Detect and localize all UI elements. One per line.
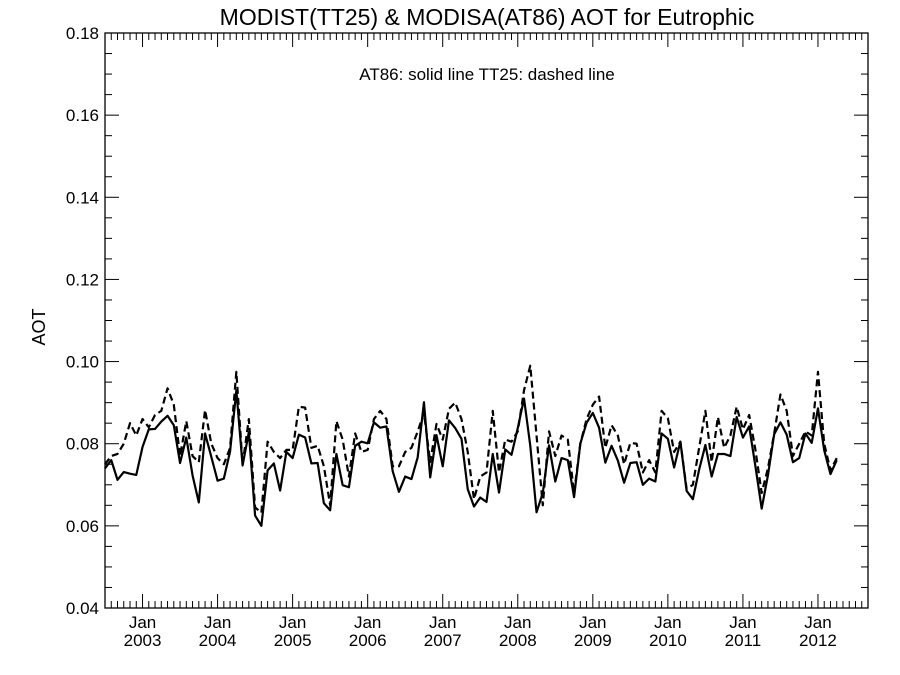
- x-tick-label-year: 2012: [799, 631, 837, 650]
- x-tick-label-month: Jan: [129, 613, 156, 632]
- x-tick-label-year: 2003: [124, 631, 162, 650]
- x-tick-label-month: Jan: [729, 613, 756, 632]
- y-tick-label: 0.12: [66, 270, 99, 289]
- x-tick-label-year: 2006: [349, 631, 387, 650]
- y-axis-label: AOT: [29, 308, 49, 345]
- y-tick-label: 0.06: [66, 517, 99, 536]
- x-axis-ticks: Jan2003Jan2004Jan2005Jan2006Jan2007Jan20…: [104, 33, 869, 650]
- x-tick-label-month: Jan: [804, 613, 831, 632]
- x-tick-label-year: 2009: [574, 631, 612, 650]
- plot-frame: [104, 32, 869, 609]
- line-style-annotation: AT86: solid line TT25: dashed line: [359, 65, 614, 84]
- x-tick-label-year: 2004: [199, 631, 237, 650]
- series-layer: [104, 364, 838, 527]
- series-line-tt25: [104, 364, 838, 514]
- x-tick-label-month: Jan: [204, 613, 231, 632]
- x-tick-label-year: 2007: [424, 631, 462, 650]
- x-tick-label-month: Jan: [279, 613, 306, 632]
- y-tick-label: 0.14: [66, 188, 99, 207]
- x-tick-label-month: Jan: [579, 613, 606, 632]
- x-tick-label-year: 2005: [274, 631, 312, 650]
- x-tick-label-month: Jan: [654, 613, 681, 632]
- x-tick-label-month: Jan: [354, 613, 381, 632]
- x-tick-label-year: 2010: [649, 631, 687, 650]
- x-tick-label-year: 2011: [725, 631, 762, 650]
- y-tick-label: 0.08: [66, 435, 99, 454]
- y-axis-ticks: 0.04 0.06 0.08 0.10 0.12 0.14 0.16 0.18: [66, 24, 868, 618]
- y-tick-label: 0.10: [66, 353, 99, 372]
- x-tick-label-month: Jan: [504, 613, 531, 632]
- chart-title: MODIST(TT25) & MODISA(AT86) AOT for Eutr…: [220, 4, 755, 30]
- x-tick-label-year: 2008: [499, 631, 537, 650]
- y-tick-label: 0.16: [66, 106, 99, 125]
- x-tick-label-month: Jan: [429, 613, 456, 632]
- series-line-at86: [104, 389, 838, 527]
- y-tick-label: 0.18: [66, 24, 99, 43]
- y-tick-label: 0.04: [66, 599, 99, 618]
